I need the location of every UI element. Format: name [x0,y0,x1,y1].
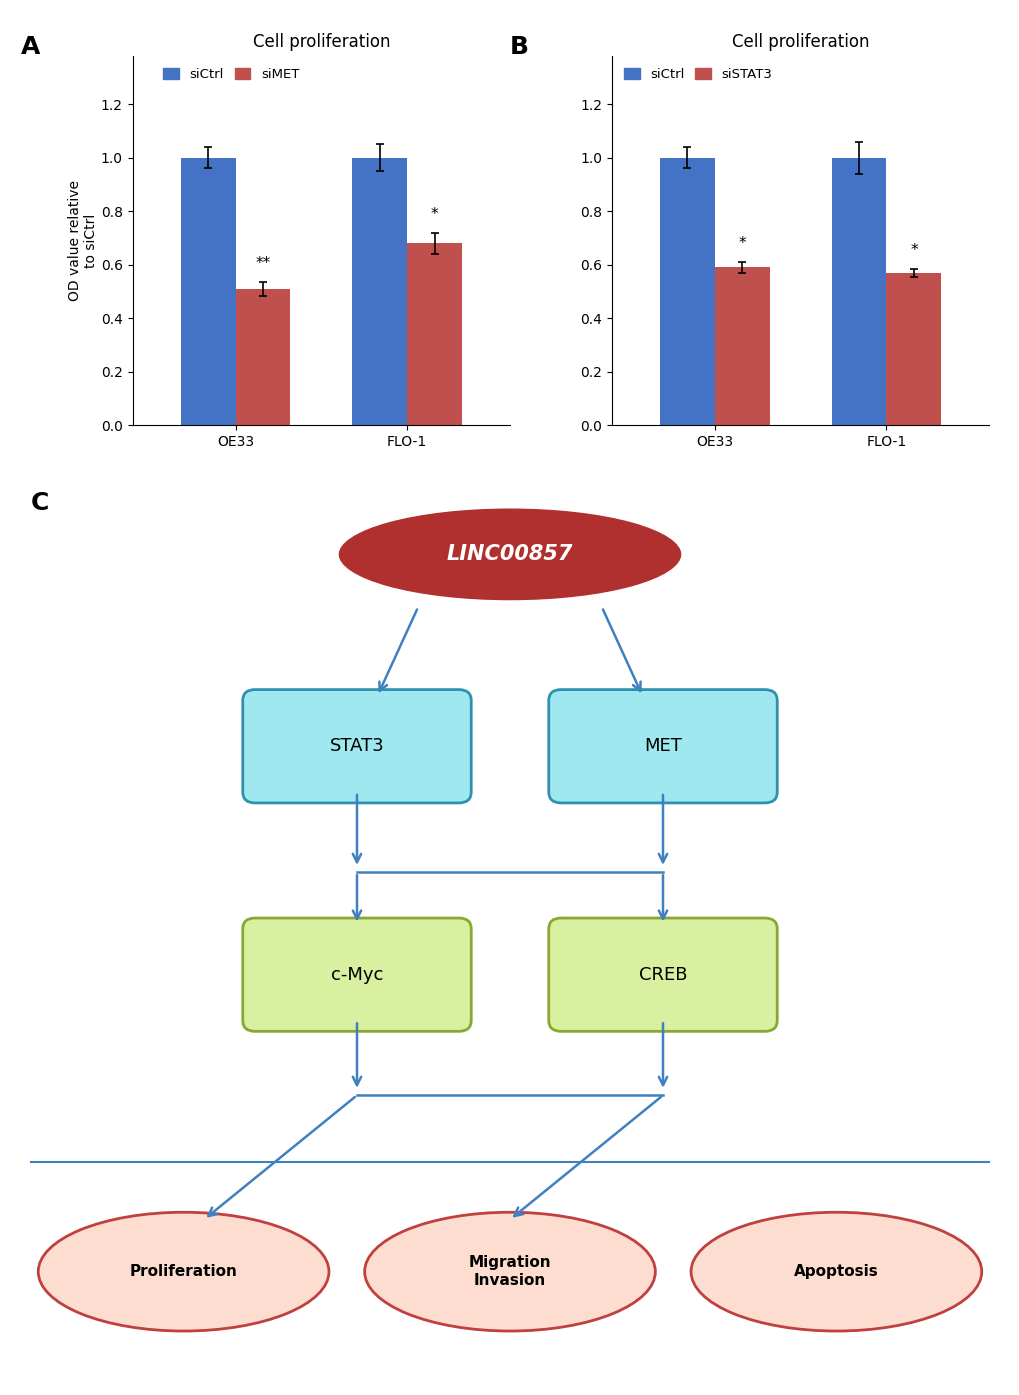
Title: Cell proliferation: Cell proliferation [253,33,389,52]
FancyBboxPatch shape [548,918,776,1031]
FancyBboxPatch shape [243,689,471,804]
Text: LINC00857: LINC00857 [446,544,573,565]
Y-axis label: OD value relative
to siCtrl: OD value relative to siCtrl [68,180,98,301]
Text: Proliferation: Proliferation [129,1264,237,1279]
Text: C: C [31,491,49,515]
Text: CREB: CREB [638,965,687,983]
Ellipse shape [365,1212,655,1331]
Text: A: A [20,35,40,59]
Ellipse shape [336,506,683,603]
Text: *: * [738,236,746,251]
Ellipse shape [327,498,692,611]
Text: MET: MET [643,737,682,755]
Ellipse shape [691,1212,981,1331]
Bar [830,158,886,425]
Bar [659,158,714,425]
Bar [180,158,235,425]
Text: c-Myc: c-Myc [330,965,383,983]
Text: *: * [909,243,917,258]
Text: *: * [430,206,438,222]
Text: **: ** [255,257,270,272]
Bar [886,273,941,425]
FancyBboxPatch shape [548,689,776,804]
Bar [352,158,407,425]
Legend: siCtrl, siSTAT3: siCtrl, siSTAT3 [618,63,776,86]
FancyBboxPatch shape [243,918,471,1031]
Text: Apoptosis: Apoptosis [793,1264,878,1279]
Legend: siCtrl, siMET: siCtrl, siMET [158,63,305,86]
Text: B: B [510,35,529,59]
Text: Migration
Invasion: Migration Invasion [468,1256,551,1288]
Ellipse shape [39,1212,329,1331]
Title: Cell proliferation: Cell proliferation [732,33,868,52]
Text: STAT3: STAT3 [329,737,384,755]
Bar [235,289,290,425]
Bar [407,243,462,425]
Bar [714,268,769,425]
